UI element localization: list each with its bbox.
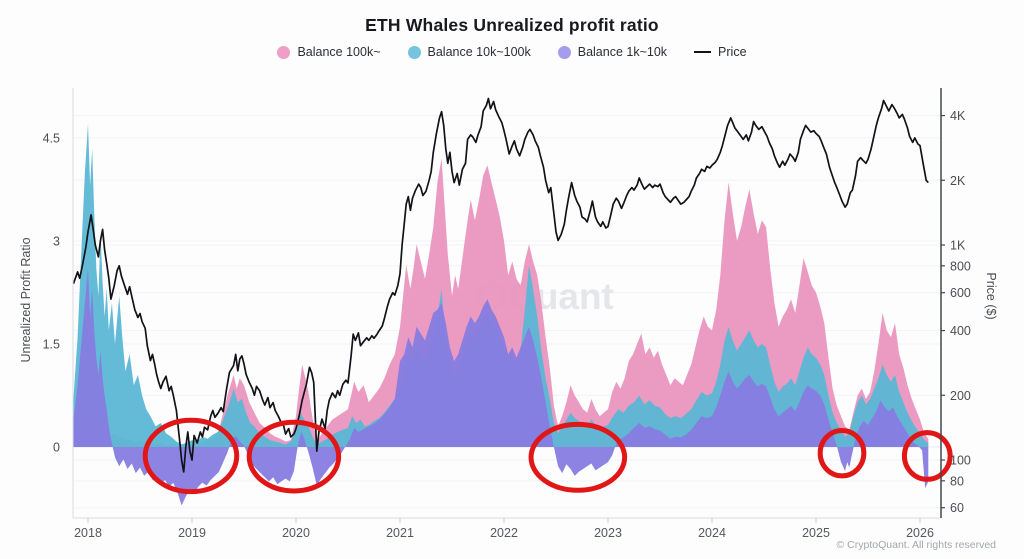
- right-axis-tick-label: 600: [950, 286, 971, 300]
- left-axis-tick-label: 1.5: [43, 337, 60, 351]
- series-group: [73, 97, 929, 506]
- price-line: [73, 97, 929, 473]
- right-axis-tick-label: 4K: [950, 109, 966, 123]
- x-axis-tick-label: 2026: [906, 526, 934, 540]
- area-balance-100k-: [73, 158, 929, 447]
- right-axis-tick-label: 200: [950, 389, 971, 403]
- right-axis-tick-label: 400: [950, 324, 971, 338]
- annotation-circle-3: [528, 421, 628, 493]
- left-axis-tick-label: 0: [53, 441, 60, 455]
- x-axis-tick-label: 2019: [178, 526, 206, 540]
- left-axis-tick-label: 3: [53, 234, 60, 248]
- left-axis-tick-label: 4.5: [43, 131, 60, 145]
- x-axis-tick-label: 2022: [490, 526, 518, 540]
- x-axis-tick-label: 2025: [802, 526, 830, 540]
- right-axis-tick-label: 80: [950, 474, 964, 488]
- x-axis-tick-label: 2020: [282, 526, 310, 540]
- x-axis-tick-label: 2021: [386, 526, 414, 540]
- annotation-circle-5: [901, 430, 953, 482]
- area-balance-1k-10k: [73, 268, 929, 506]
- copyright-text: © CryptoQuant. All rights reserved: [836, 539, 996, 551]
- right-axis-title: Price ($): [984, 272, 998, 319]
- x-axis-tick-label: 2018: [74, 526, 102, 540]
- x-axis-tick-label: 2023: [594, 526, 622, 540]
- x-axis-tick-label: 2024: [698, 526, 726, 540]
- right-axis-tick-label: 1K: [950, 239, 966, 253]
- right-axis-tick-label: 2K: [950, 174, 966, 188]
- annotation-circle-4: [817, 428, 867, 479]
- annotation-circle-2: [246, 419, 342, 494]
- right-axis-tick-label: 60: [950, 501, 964, 515]
- right-axis-tick-label: 800: [950, 259, 971, 273]
- right-axis-tick-label: 100: [950, 454, 971, 468]
- annotation-circle-1: [142, 417, 240, 495]
- left-axis-title: Unrealized Profit Ratio: [19, 237, 33, 362]
